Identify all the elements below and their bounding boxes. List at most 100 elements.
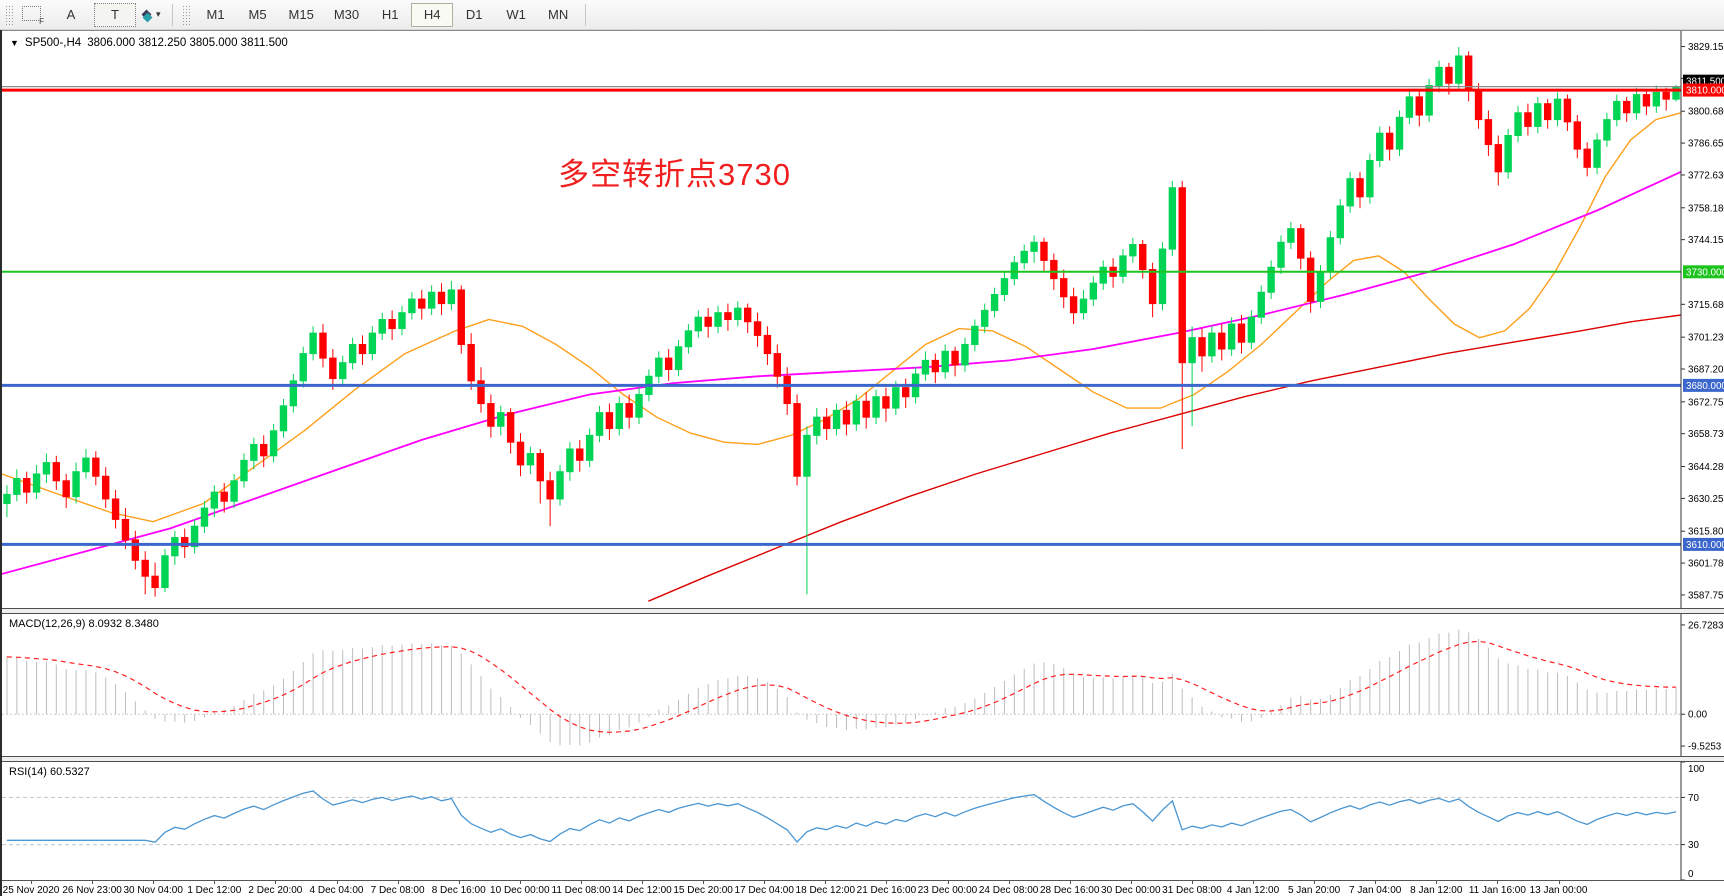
font-tool-button[interactable]: A	[66, 7, 76, 22]
macd-histogram	[6, 629, 1677, 746]
price-tick-label: 3615.805	[1688, 527, 1724, 538]
time-label: 14 Dec 12:00	[612, 885, 672, 896]
support-3680-badge[interactable]	[1683, 378, 1724, 392]
timeframe-button-m15[interactable]: M15	[288, 7, 314, 22]
time-label: 21 Dec 16:00	[856, 885, 917, 896]
resistance-3810-badge[interactable]	[1683, 83, 1724, 97]
time-label: 11 Dec 08:00	[551, 885, 611, 896]
price-tick-label: 3672.755	[1688, 397, 1724, 408]
time-tick	[642, 881, 643, 884]
toolbar: F A T ▾ M1 M5 M15 M30 H1 H4 D1 W1 MN	[0, 0, 1724, 30]
chart-annotation-text[interactable]: 多空转折点3730	[558, 157, 791, 192]
time-label: 8 Jan 12:00	[1410, 885, 1463, 896]
price-tick-label: 3658.730	[1688, 429, 1724, 440]
chart-template-icon[interactable]: F	[22, 5, 44, 26]
chart-window: 3829.1553815.1303800.6803786.6553772.630…	[0, 30, 1724, 896]
price-tick-label: 3744.155	[1688, 235, 1724, 246]
time-tick	[1314, 881, 1316, 884]
macd-tick-label: -9.5253	[1688, 742, 1722, 753]
price-tick-label: 3715.680	[1688, 300, 1724, 311]
time-label: 2 Dec 20:00	[248, 885, 303, 896]
price-tick-label: 3786.655	[1688, 139, 1724, 150]
main-price-panel[interactable]: 3829.1553815.1303800.6803786.6553772.630…	[2, 30, 1724, 608]
symbol-period-label: SP500-,H4	[24, 37, 82, 49]
chevron-down-icon: ▾	[156, 9, 161, 19]
timeframe-button-d1[interactable]: D1	[465, 7, 483, 22]
price-tick-label: 3587.755	[1688, 590, 1724, 601]
time-tick	[1130, 881, 1132, 884]
support-3610-badge[interactable]	[1683, 537, 1724, 551]
time-tick	[580, 881, 582, 884]
macd-tick-label: 26.7283	[1688, 620, 1724, 631]
time-label: 31 Dec 08:00	[1162, 885, 1222, 896]
ohlc-values: 3806.000 3812.250 3805.000 3811.500	[87, 37, 288, 49]
timeframe-button-w1[interactable]: W1	[506, 7, 526, 22]
time-label: 11 Jan 16:00	[1468, 885, 1526, 896]
timeframe-button-m30[interactable]: M30	[333, 7, 360, 22]
dotted-box-icon	[22, 5, 41, 21]
price-tick-label: 3630.255	[1688, 494, 1724, 505]
time-tick	[764, 881, 766, 884]
time-label: 13 Jan 00:00	[1529, 885, 1588, 896]
rsi-tick-label: 100	[1688, 764, 1705, 775]
time-tick	[519, 881, 521, 884]
price-tick-label: 3772.630	[1688, 170, 1724, 181]
time-tick	[1436, 881, 1438, 884]
time-label: 4 Dec 04:00	[309, 885, 364, 896]
panel-divider[interactable]	[2, 756, 1724, 762]
time-label: 10 Dec 00:00	[490, 885, 550, 896]
f-letter: F	[39, 16, 44, 26]
macd-panel[interactable]: 26.7283 0.00 -9.5253 MACD(12,26,9) 8.0932 …	[2, 614, 1724, 756]
pivot-3730-badge[interactable]	[1683, 265, 1724, 279]
toolbar-grip[interactable]	[5, 4, 13, 25]
time-tick	[1253, 881, 1254, 884]
timeframe-button-h1[interactable]: H1	[381, 7, 399, 22]
timeframe-button-h4[interactable]: H4	[411, 2, 454, 27]
toolbar-separator	[171, 3, 173, 26]
time-label: 18 Dec 12:00	[795, 885, 856, 896]
time-tick	[336, 881, 338, 884]
ma-slow-red	[648, 314, 1682, 602]
panel-divider[interactable]	[2, 608, 1724, 614]
arrange-tool-button[interactable]: ▾	[138, 8, 166, 23]
rsi-tick-label: 30	[1688, 840, 1699, 851]
price-tick-label: 3800.680	[1688, 107, 1724, 118]
macd-signal-line	[6, 640, 1677, 733]
time-tick	[397, 881, 399, 884]
rsi-tick-label: 70	[1688, 793, 1699, 804]
candles	[3, 46, 1680, 597]
time-label: 7 Dec 08:00	[370, 885, 425, 896]
time-tick	[1191, 881, 1193, 884]
price-tick-label: 3644.280	[1688, 462, 1724, 473]
bid-price-badge-label: 3811.500	[1686, 77, 1724, 88]
price-tick-label: 3829.155	[1688, 42, 1724, 53]
time-axis[interactable]: 25 Nov 2020 26 Nov 23:00 30 Nov 04:00 1 Dec…	[2, 880, 1724, 896]
time-label: 4 Jan 12:00	[1226, 885, 1280, 896]
time-tick	[275, 881, 277, 884]
support-3610-badge-label: 3610.000	[1686, 540, 1724, 551]
time-tick	[153, 881, 155, 884]
time-label: 26 Nov 23:00	[62, 885, 122, 896]
time-tick	[886, 881, 888, 884]
rsi-tick-label: 0	[1688, 869, 1694, 880]
symbol-dropdown-icon[interactable]: ▼	[10, 38, 19, 48]
time-label: 8 Dec 16:00	[431, 885, 486, 896]
pivot-3730-badge-label: 3730.000	[1686, 267, 1724, 278]
price-tick-label: 3701.230	[1688, 333, 1724, 344]
time-label: 30 Nov 04:00	[123, 885, 183, 896]
text-tool-button[interactable]: T	[94, 2, 136, 27]
time-label: 1 Dec 12:00	[187, 885, 242, 896]
time-label: 7 Jan 04:00	[1349, 885, 1402, 896]
time-label: 25 Nov 2020	[2, 885, 60, 896]
rsi-label: RSI(14) 60.5327	[9, 766, 90, 778]
time-tick	[458, 881, 460, 884]
timeframe-button-mn[interactable]: MN	[548, 7, 569, 22]
ma-mid-magenta	[2, 170, 1682, 575]
macd-chart: 26.7283 0.00 -9.5253	[2, 614, 1724, 756]
rsi-panel[interactable]: 100 70 30 0 RSI(14) 60.5327	[2, 762, 1724, 880]
time-label: 17 Dec 04:00	[734, 885, 794, 896]
toolbar-grip[interactable]	[181, 4, 190, 25]
timeframe-button-m5[interactable]: M5	[248, 7, 267, 22]
timeframe-button-m1[interactable]: M1	[206, 7, 225, 22]
